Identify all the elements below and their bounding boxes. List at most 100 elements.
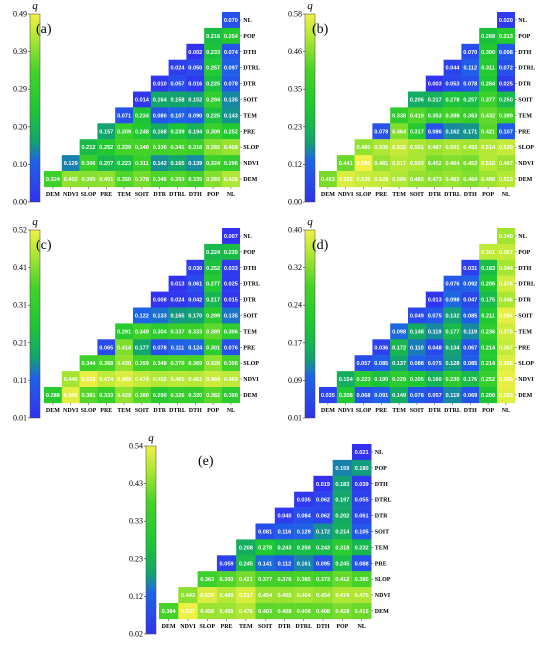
heatmap-cell	[97, 371, 116, 388]
heatmap-cell	[236, 555, 256, 572]
heatmap-cell	[294, 539, 314, 556]
heatmap-cell	[461, 139, 480, 156]
row-label: POP	[243, 250, 255, 256]
cell-value-label: 0.036	[374, 345, 388, 351]
cell-value-label: 0.429	[117, 393, 131, 399]
cell-value-label: 0.090	[188, 113, 202, 119]
cell-value-label: 0.393	[220, 577, 234, 583]
column-label: DEM	[321, 192, 335, 198]
column-label: DTH	[464, 408, 477, 414]
heatmap-cell	[352, 523, 372, 540]
heatmap-cell	[115, 171, 134, 188]
cell-value-label: 0.341	[171, 145, 185, 151]
cell-value-label: 0.515	[481, 161, 495, 167]
cell-value-label: 0.454	[316, 593, 331, 599]
column-label: DTRL	[169, 408, 186, 414]
heatmap-cell	[332, 507, 353, 524]
heatmap-cell	[479, 139, 498, 156]
cell-value-label: 0.421	[239, 577, 253, 583]
heatmap-cell	[479, 107, 498, 124]
cell-value-label: 0.284	[481, 82, 496, 88]
cell-value-label: 0.446	[64, 377, 78, 383]
cell-value-label: 0.162	[446, 129, 460, 135]
heatmap-cell	[97, 355, 116, 372]
cell-value-label: 0.375	[499, 329, 513, 335]
cell-value-label: 0.536	[357, 177, 371, 183]
heatmap-cell	[168, 387, 187, 404]
cell-value-label: 0.484	[206, 377, 221, 383]
column-label: TEM	[392, 192, 406, 198]
heatmap-cell	[186, 387, 205, 404]
cell-value-label: 0.129	[64, 161, 78, 167]
heatmap-cell	[408, 371, 426, 388]
cell-value-label: 0.421	[481, 129, 495, 135]
heatmap-cell	[222, 59, 240, 76]
cell-value-label: 0.353	[171, 177, 185, 183]
heatmap-cell	[274, 603, 295, 620]
cell-value-label: 0.223	[117, 161, 131, 167]
cell-value-label: 0.165	[171, 313, 185, 319]
heatmap-cell	[133, 323, 151, 340]
cell-value-label: 0.057	[171, 82, 185, 88]
cell-value-label: 0.530	[499, 145, 513, 151]
cell-value-label: 0.061	[355, 514, 369, 520]
row-label: DTR	[243, 82, 256, 88]
row-label: SOIT	[243, 313, 257, 319]
colorbar-tick-label: 0.12	[288, 160, 302, 169]
heatmap-panel-4: q 0.01 0.09 0.17 0.24 0.32 0.40 (d) 0.340 NL 0.361…	[288, 216, 535, 423]
heatmap-cell	[159, 603, 179, 620]
heatmap-cell	[461, 123, 480, 140]
cell-value-label: 0.149	[392, 393, 406, 399]
heatmap-cell	[372, 155, 391, 172]
row-label: SOIT	[518, 313, 532, 319]
cell-value-label: 0.389	[499, 393, 513, 399]
heatmap-cell	[319, 387, 337, 404]
heatmap-cell	[352, 539, 372, 556]
cell-value-label: 0.003	[428, 82, 442, 88]
cell-value-label: 0.373	[316, 577, 330, 583]
heatmap-cell	[204, 259, 223, 276]
row-label: PRE	[518, 129, 530, 135]
heatmap-cell	[479, 387, 498, 404]
heatmap-cell	[332, 587, 353, 604]
cell-value-label: 0.304	[153, 329, 168, 335]
cell-value-label: 0.349	[135, 329, 149, 335]
heatmap-cell	[186, 91, 205, 108]
heatmap-cell	[222, 387, 240, 404]
cell-value-label: 0.232	[355, 545, 369, 551]
row-label: TEM	[243, 329, 257, 335]
heatmap-cell	[222, 43, 240, 60]
colorbar-tick-label: 0.01	[288, 414, 302, 423]
cell-value-label: 0.076	[446, 282, 460, 288]
cell-value-label: 0.183	[335, 482, 349, 488]
heatmap-cell	[390, 387, 409, 404]
heatmap-cell	[479, 243, 498, 260]
row-label: NDVI	[375, 593, 391, 599]
heatmap-cell	[352, 603, 372, 620]
heatmap-cell	[352, 507, 372, 524]
heatmap-cell	[236, 539, 256, 556]
heatmap-cell	[479, 27, 498, 44]
column-label: NDVI	[63, 408, 79, 414]
heatmap-cell	[274, 523, 295, 540]
cell-value-label: 0.461	[188, 377, 202, 383]
colorbar-tick-label: 0.41	[13, 263, 27, 272]
row-label: POP	[375, 466, 387, 472]
cell-value-label: 0.200	[481, 393, 495, 399]
row-label: POP	[518, 250, 530, 256]
cell-value-label: 0.035	[297, 498, 311, 504]
cell-value-label: 0.309	[206, 129, 220, 135]
heatmap-cell	[479, 355, 498, 372]
cell-value-label: 0.340	[135, 145, 149, 151]
column-label: PRE	[375, 408, 387, 414]
heatmap-cell	[274, 555, 295, 572]
cell-value-label: 0.250	[297, 545, 311, 551]
cell-value-label: 0.377	[481, 97, 495, 103]
heatmap-cell	[479, 307, 498, 324]
row-label: TEM	[518, 113, 532, 119]
cell-value-label: 0.326	[171, 393, 185, 399]
heatmap-cell	[168, 291, 187, 308]
heatmap-cell	[204, 323, 223, 340]
heatmap-cell	[479, 171, 498, 188]
heatmap-cell	[274, 539, 295, 556]
